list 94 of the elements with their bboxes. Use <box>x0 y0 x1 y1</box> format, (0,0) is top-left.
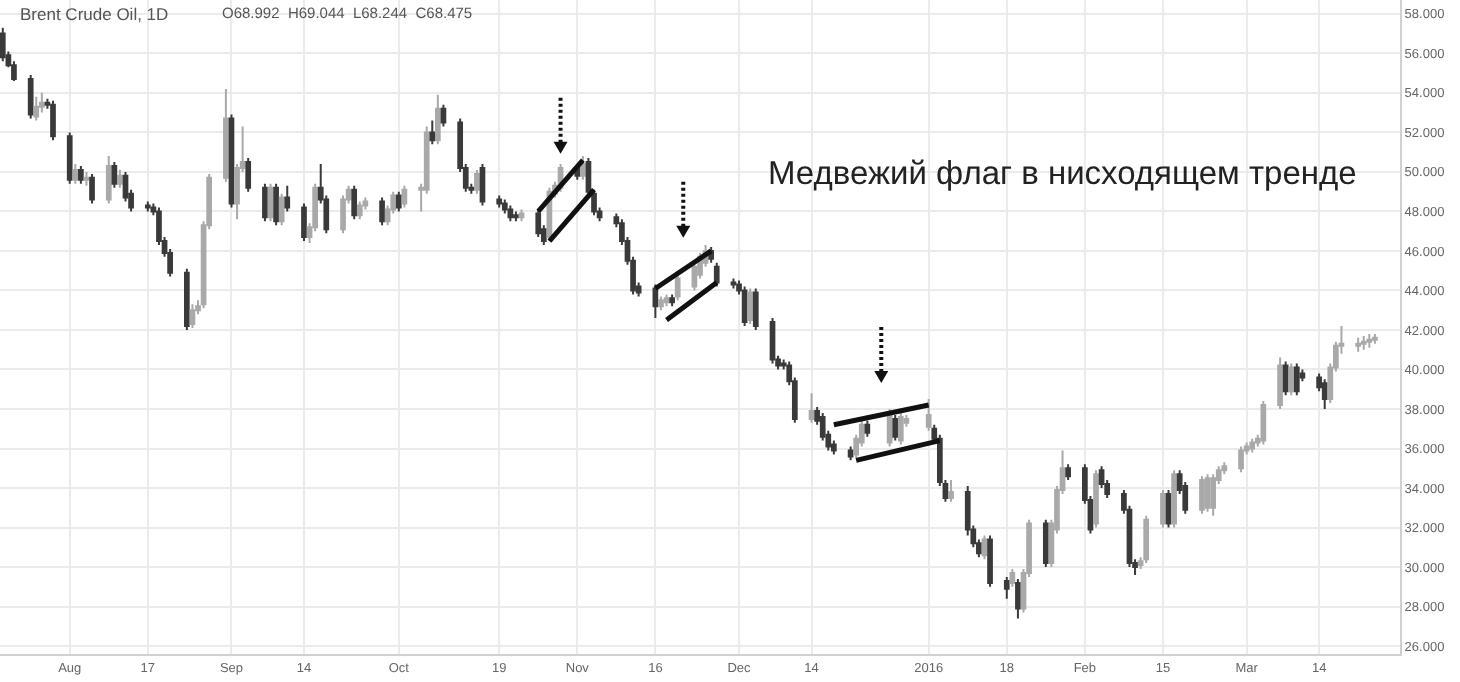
candlestick <box>379 196 385 227</box>
candlestick <box>284 184 291 213</box>
candlestick <box>122 170 129 203</box>
candlestick <box>273 182 279 227</box>
candlestick <box>847 445 854 462</box>
candlestick <box>591 188 597 217</box>
candlestick <box>1366 332 1373 349</box>
candlestick <box>117 168 123 189</box>
candlestick <box>474 168 480 195</box>
candlestick <box>1282 360 1289 397</box>
candlestick <box>808 392 815 424</box>
candlestick <box>27 74 34 120</box>
candlestick <box>1171 469 1177 529</box>
candlestick <box>362 196 369 211</box>
candlestick <box>925 398 932 432</box>
candlestick <box>1003 575 1010 600</box>
candlestick <box>83 170 90 187</box>
candlestick <box>184 267 190 331</box>
candlestick <box>479 163 486 207</box>
candlestick <box>897 411 904 446</box>
candlestick <box>513 210 519 223</box>
candlestick <box>948 479 954 503</box>
candlestick <box>1238 445 1244 474</box>
candlestick <box>669 293 675 308</box>
candlestick <box>769 317 776 365</box>
candlestick <box>892 413 899 442</box>
candlestick <box>144 200 151 213</box>
candlestick <box>752 287 759 331</box>
candlestick <box>658 295 664 312</box>
candlestick <box>0 26 6 63</box>
candlestick <box>78 164 84 185</box>
candlestick <box>1210 473 1216 517</box>
candlestick <box>1249 437 1256 454</box>
candlestick <box>72 163 79 185</box>
candlestick <box>864 419 871 438</box>
candlestick <box>111 161 118 189</box>
candlestick <box>1098 465 1105 490</box>
candlestick <box>301 202 307 243</box>
candlestick <box>1065 463 1071 482</box>
candlestick <box>987 534 993 588</box>
candlestick <box>535 208 542 239</box>
candlestick <box>50 99 56 142</box>
candlestick <box>440 103 447 128</box>
candlestick <box>1288 362 1295 397</box>
candlestick <box>518 208 525 223</box>
candlestick <box>713 261 720 288</box>
candlestick <box>429 119 436 146</box>
candlestick <box>340 194 346 235</box>
candlestick <box>223 87 229 183</box>
candlestick <box>1009 568 1016 588</box>
chart-title: Brent Crude Oil, 1D <box>20 4 169 24</box>
candlestick <box>1093 469 1099 529</box>
candlestick <box>1199 475 1205 515</box>
candlestick <box>1360 334 1367 351</box>
candlestick <box>33 95 40 122</box>
candlestick <box>1355 336 1362 353</box>
candlestick <box>66 131 73 185</box>
candlestick <box>663 293 670 308</box>
candlestick <box>1372 332 1378 345</box>
candlestick <box>1221 461 1228 476</box>
candlestick <box>741 285 748 328</box>
candlestick <box>496 194 503 209</box>
candlestick <box>1042 518 1049 569</box>
candlestick <box>501 198 508 215</box>
candlestick <box>105 155 112 205</box>
candlestick <box>351 184 358 221</box>
candlestick <box>819 411 826 442</box>
candlestick <box>1277 356 1283 410</box>
candlestick <box>1165 489 1172 529</box>
candlestick <box>1160 489 1166 529</box>
candlestick <box>1143 514 1150 565</box>
annotation: Медвежий флаг в нисходящем тренде <box>768 156 1357 192</box>
candlestick <box>981 534 988 561</box>
candlestick <box>401 184 408 209</box>
candlestick <box>1260 400 1267 446</box>
candlestick <box>1204 473 1211 513</box>
candlestick <box>395 190 402 213</box>
candlestick <box>831 439 837 456</box>
candlestick <box>1321 378 1328 410</box>
candlestick <box>507 204 514 223</box>
candlestick <box>730 277 737 290</box>
candlestick <box>1015 577 1021 620</box>
candlestick <box>262 182 268 223</box>
candlestick <box>38 91 45 114</box>
candlestick <box>278 192 285 227</box>
candlestick <box>189 303 196 329</box>
candlestick <box>435 93 441 146</box>
candlestick <box>1293 362 1300 397</box>
candlestick <box>356 200 363 221</box>
candlestick <box>674 273 681 302</box>
candlestick <box>89 172 95 205</box>
candlestick <box>580 155 586 181</box>
candlestick <box>747 287 754 326</box>
candlestick <box>245 157 252 193</box>
